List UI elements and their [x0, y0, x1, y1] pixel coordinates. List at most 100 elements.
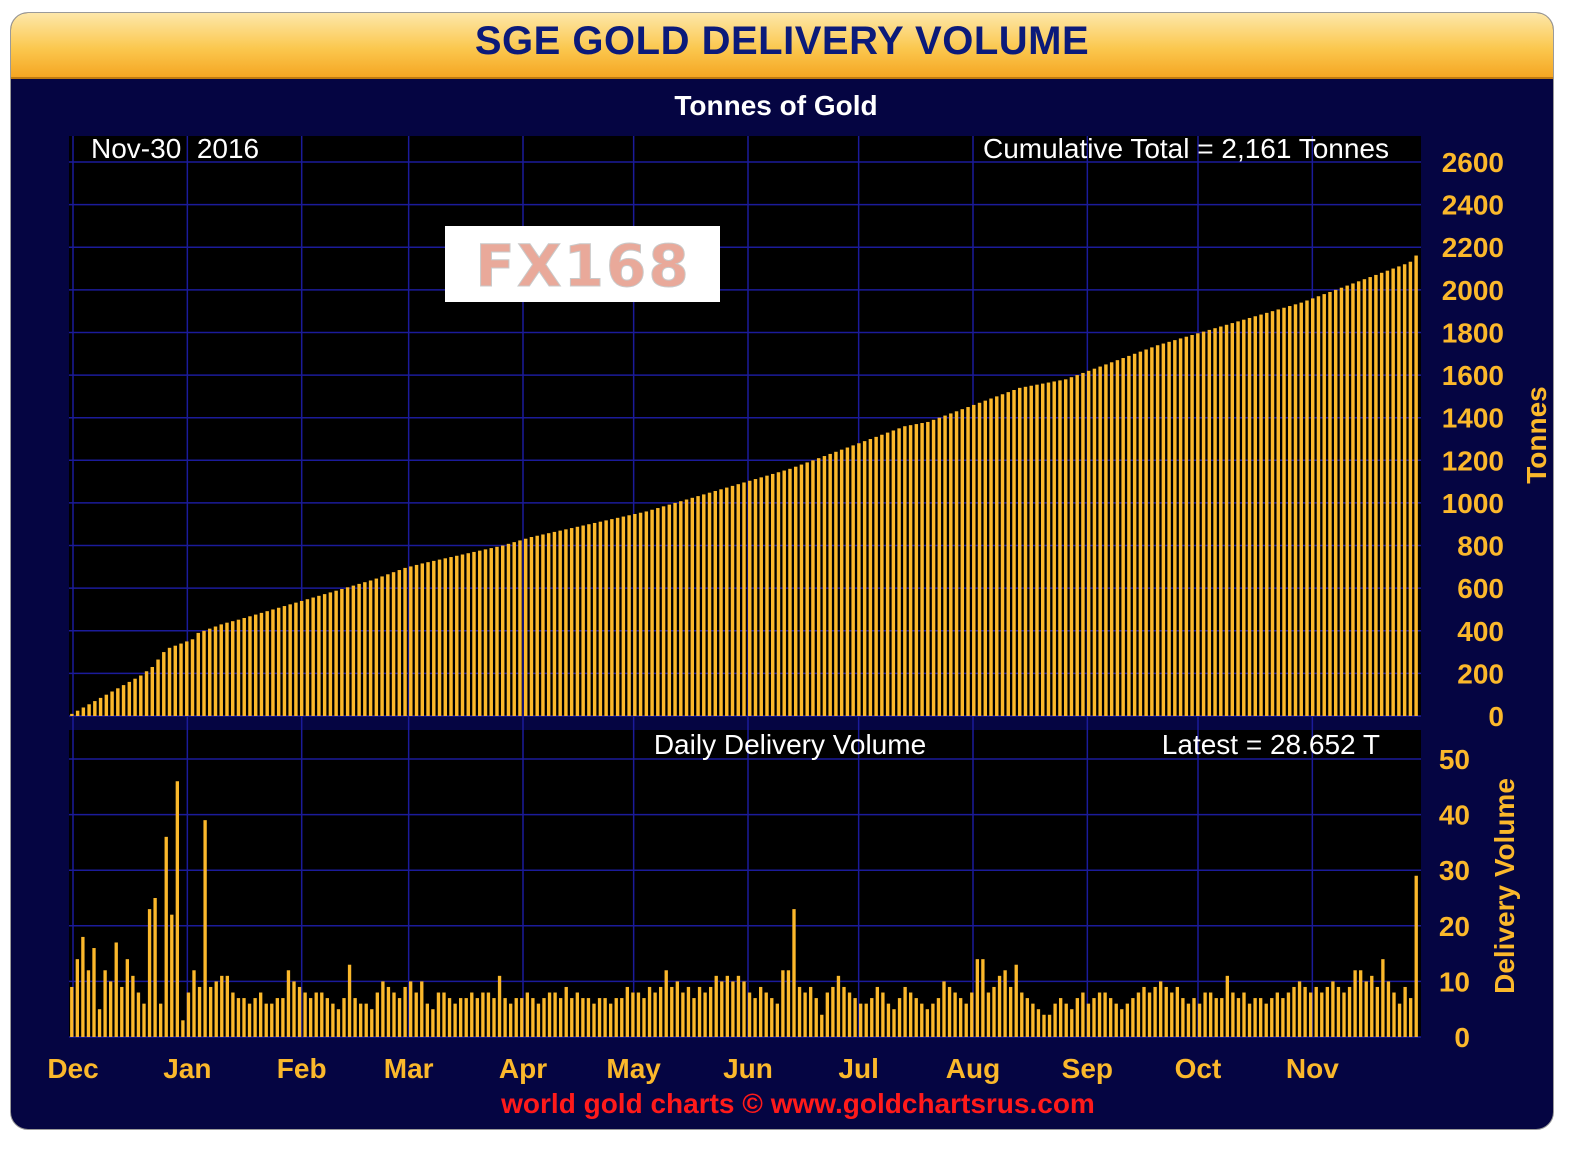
daily-bar — [959, 998, 963, 1037]
daily-bar — [875, 986, 879, 1037]
cumulative-bar — [265, 611, 269, 716]
daily-bar — [803, 992, 807, 1037]
daily-bar — [442, 992, 446, 1037]
daily-bar — [542, 998, 546, 1037]
daily-bar — [503, 998, 507, 1037]
daily-y-tick-label: 10 — [1439, 966, 1470, 997]
cumulative-bar — [501, 545, 505, 716]
cumulative-bar — [133, 678, 137, 716]
daily-bar — [814, 998, 818, 1037]
cumulative-bar — [776, 472, 781, 716]
daily-bar — [636, 992, 641, 1037]
cumulative-y-tick-label: 600 — [1457, 573, 1504, 604]
daily-bar — [786, 970, 791, 1037]
daily-bar — [553, 992, 557, 1037]
daily-bar — [1231, 992, 1235, 1037]
cumulative-bar — [793, 466, 798, 716]
cumulative-bar — [989, 398, 993, 716]
cumulative-bar — [1041, 383, 1045, 716]
cumulative-bar — [1132, 353, 1137, 716]
cumulative-bar — [926, 421, 930, 716]
daily-bar — [620, 998, 624, 1037]
cumulative-bar — [1150, 347, 1154, 716]
cumulative-bar — [248, 616, 252, 716]
cumulative-bar — [552, 531, 557, 716]
cumulative-bar — [213, 626, 218, 716]
cumulative-bar — [719, 489, 723, 716]
cumulative-bar — [857, 443, 861, 716]
cumulative-bar — [253, 614, 258, 716]
daily-bar — [436, 992, 441, 1037]
month-x-ticks: Dec Jan Feb Mar Apr May Jun Jul Aug Sep Oct Nov — [47, 1053, 1339, 1084]
daily-bar — [170, 914, 174, 1037]
cumulative-bar — [1144, 349, 1148, 716]
month-tick-label: Dec — [47, 1053, 98, 1084]
daily-bar — [536, 1003, 541, 1037]
cumulative-bar — [1173, 340, 1177, 716]
cumulative-bar — [1293, 304, 1298, 716]
cumulative-bar — [351, 585, 356, 716]
daily-bar — [1186, 1003, 1191, 1037]
daily-bar — [247, 1003, 252, 1037]
cumulative-bar — [299, 600, 304, 716]
cumulative-bar — [518, 540, 522, 716]
daily-y-axis-label: Delivery Volume — [1489, 778, 1520, 994]
daily-bar — [492, 998, 496, 1037]
month-tick-label: Nov — [1286, 1053, 1339, 1084]
daily-bar — [725, 975, 729, 1037]
daily-bar — [186, 992, 191, 1037]
cumulative-bar — [954, 411, 959, 716]
cumulative-bar — [782, 470, 786, 716]
title-bar: SGE GOLD DELIVERY VOLUME — [11, 13, 1553, 79]
daily-bar — [320, 992, 324, 1037]
daily-bar — [1103, 992, 1107, 1037]
cumulative-bar — [1345, 285, 1349, 716]
daily-bar — [142, 1003, 146, 1037]
cumulative-bar — [834, 451, 838, 716]
cumulative-bar — [771, 473, 775, 716]
cumulative-bar — [345, 587, 350, 716]
daily-bar — [1242, 992, 1246, 1037]
cumulative-bar — [1230, 323, 1235, 716]
daily-bar — [281, 998, 285, 1037]
daily-bar — [759, 986, 763, 1037]
cumulative-y-tick-label: 1200 — [1442, 445, 1504, 476]
cumulative-bar — [1196, 333, 1200, 716]
daily-bars — [70, 781, 1418, 1037]
fx168-logo: FX168 — [445, 226, 720, 302]
cumulative-bar — [495, 546, 499, 716]
cumulative-bar — [725, 487, 729, 716]
daily-bar — [1147, 992, 1152, 1037]
cumulative-bar — [759, 477, 763, 716]
daily-bar — [1047, 1014, 1052, 1037]
cumulative-bar — [885, 432, 890, 716]
cumulative-bar — [535, 535, 539, 716]
daily-bar — [581, 998, 585, 1037]
daily-bar — [1281, 998, 1285, 1037]
daily-bar — [1364, 981, 1368, 1037]
cumulative-bar — [242, 617, 246, 716]
cumulative-bar — [259, 612, 264, 716]
daily-bar — [409, 981, 413, 1037]
cumulative-bar — [1385, 270, 1390, 716]
daily-bar — [670, 986, 674, 1037]
daily-y-tick-label: 0 — [1454, 1022, 1470, 1053]
cumulative-bar — [1362, 279, 1367, 716]
cumulative-bar — [271, 609, 275, 716]
cumulative-bar — [363, 582, 367, 716]
daily-bar — [1414, 875, 1418, 1037]
cumulative-bar — [707, 492, 712, 716]
daily-bar — [1275, 992, 1279, 1037]
cumulative-bar — [1316, 296, 1321, 716]
daily-bar — [1053, 1003, 1057, 1037]
cumulative-bar — [949, 413, 953, 716]
daily-bar — [486, 992, 491, 1037]
daily-bar — [92, 948, 96, 1037]
cumulative-bar — [1023, 386, 1028, 716]
daily-bar — [1164, 986, 1168, 1037]
cumulative-bar — [294, 602, 298, 716]
daily-bar — [920, 1003, 924, 1037]
cumulative-bar — [1098, 366, 1102, 716]
cumulative-bar — [403, 567, 407, 716]
fx168-logo-text: FX168 — [475, 232, 690, 300]
